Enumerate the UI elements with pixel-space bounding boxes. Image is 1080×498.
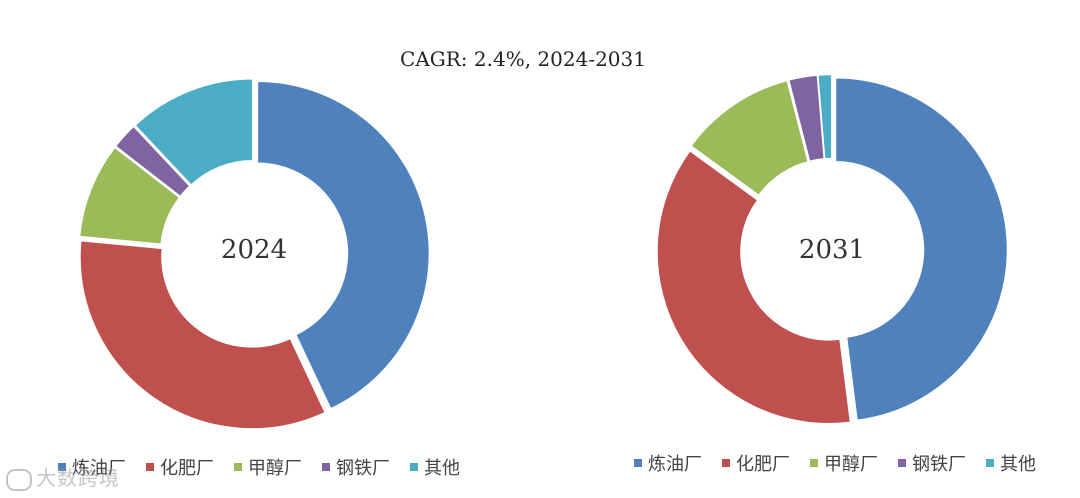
slice-2024-4 (133, 77, 254, 187)
chart-title: CAGR: 2.4%, 2024-2031 (400, 47, 646, 71)
legend-label-0-1: 化肥厂 (160, 458, 214, 479)
slice-2031-0 (834, 77, 1009, 422)
donut-chart-2024 (78, 77, 431, 430)
legend-label-0-0: 炼油厂 (72, 458, 126, 479)
slice-2031-2 (689, 79, 810, 197)
legend-swatch-0-3 (322, 463, 330, 471)
center-label-2024: 2024 (221, 235, 287, 265)
slice-2031-4 (817, 73, 833, 160)
legend-2031: 炼油厂 化肥厂 甲醇厂 钢铁厂 其他 (634, 454, 1036, 475)
legend-swatch-0-4 (410, 463, 418, 471)
legend-label-0-2: 甲醇厂 (248, 458, 302, 479)
legend-swatch-1-1 (722, 459, 730, 467)
legend-swatch-0-0 (58, 463, 66, 471)
legend-swatch-1-3 (898, 459, 906, 467)
legend-label-1-3: 钢铁厂 (912, 454, 966, 475)
legend-swatch-0-2 (234, 463, 242, 471)
donut-chart-2031 (656, 73, 1009, 425)
legend-label-1-2: 甲醇厂 (824, 454, 878, 475)
slice-2024-0 (256, 80, 431, 410)
slice-2024-2 (78, 146, 181, 246)
legend-swatch-1-2 (810, 459, 818, 467)
center-label-2031: 2031 (799, 235, 865, 265)
watermark-text: 大数跨境 (36, 466, 120, 490)
legend-label-1-1: 化肥厂 (736, 454, 790, 475)
legend-swatch-1-4 (986, 459, 994, 467)
slice-2031-1 (656, 149, 852, 425)
legend-label-1-4: 其他 (1000, 454, 1036, 475)
legend-label-0-3: 钢铁厂 (336, 458, 390, 479)
watermark: 大数跨境 (6, 462, 156, 492)
legend-swatch-1-0 (634, 459, 642, 467)
slice-2024-1 (79, 239, 327, 430)
legend-label-1-0: 炼油厂 (648, 454, 702, 475)
legend-2024: 炼油厂 化肥厂 甲醇厂 钢铁厂 其他 (58, 458, 460, 479)
legend-label-0-4: 其他 (424, 458, 460, 479)
watermark-logo-icon (6, 468, 32, 491)
slice-2024-3 (114, 125, 191, 198)
legend-swatch-0-1 (146, 463, 154, 471)
